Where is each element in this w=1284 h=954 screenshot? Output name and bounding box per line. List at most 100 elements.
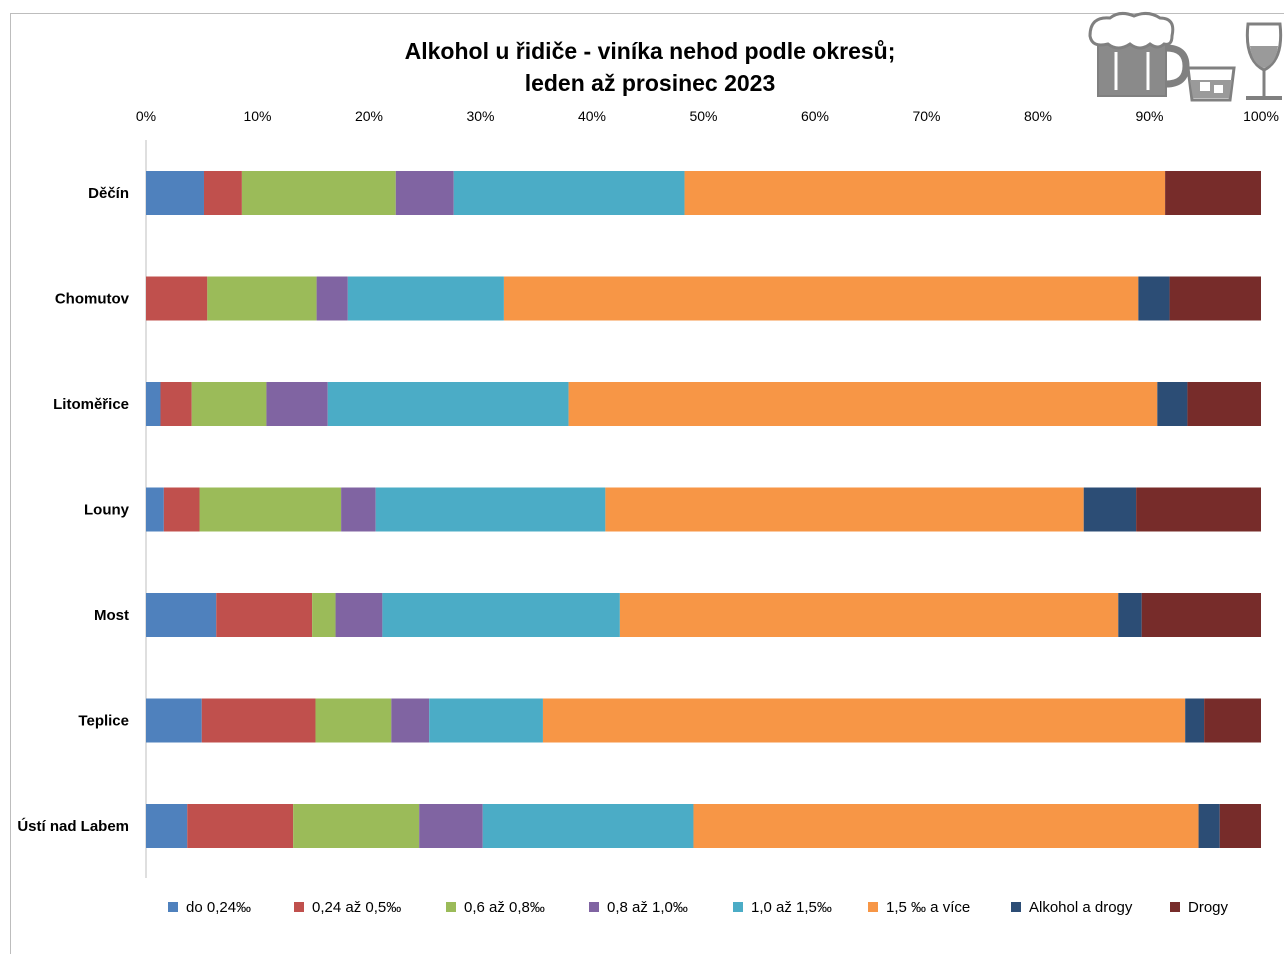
bar-segment — [347, 276, 504, 321]
bar-segment — [315, 698, 392, 743]
bar-segment — [1219, 804, 1261, 848]
legend-label: 0,8 až 1,0‰ — [607, 899, 688, 916]
category-labels: Děčín Chomutov Litoměřice Louny Most Teplice Ú… — [17, 185, 129, 835]
bar-segment — [1169, 276, 1261, 321]
legend-swatch — [733, 902, 743, 912]
bar-segment — [568, 382, 1158, 426]
bar-segment — [605, 487, 1084, 532]
legend: do 0,24‰ 0,24 až 0,5‰ 0,6 až 0,8‰ 0,8 až 1,… — [168, 899, 1229, 916]
legend-swatch — [1011, 902, 1021, 912]
chart-title: Alkohol u řidiče - viníka nehod podle ok… — [405, 38, 896, 64]
bar-segment — [199, 487, 342, 532]
x-tick-label: 50% — [689, 108, 717, 124]
x-tick-label: 80% — [1024, 108, 1052, 124]
legend-label: 1,5 ‰ a více — [886, 899, 970, 916]
category-label: Děčín — [88, 185, 129, 202]
bar-segment — [1198, 804, 1220, 848]
bar-segment — [395, 171, 454, 215]
x-tick-label: 70% — [912, 108, 940, 124]
bar-segment — [1138, 276, 1170, 321]
bar-segment — [160, 382, 192, 426]
category-label: Teplice — [78, 713, 129, 730]
legend-label: 0,24 až 0,5‰ — [312, 899, 401, 916]
bar-segment — [146, 698, 202, 743]
bar-segment — [619, 593, 1119, 637]
bar-segment — [146, 804, 188, 848]
x-tick-label: 10% — [243, 108, 271, 124]
bar-segment — [146, 171, 204, 215]
bar-segment — [241, 171, 396, 215]
legend-swatch — [868, 902, 878, 912]
category-label: Most — [94, 607, 129, 624]
category-label: Chomutov — [55, 291, 130, 308]
bar-segment — [266, 382, 328, 426]
bar-segment — [187, 804, 294, 848]
stacked-bar-chart: Alkohol u řidiče - viníka nehod podle ok… — [17, 11, 1283, 916]
bar-segment — [482, 804, 694, 848]
wine-glass-icon — [1245, 22, 1283, 100]
bar-segment — [693, 804, 1199, 848]
category-label: Litoměřice — [53, 396, 129, 413]
x-tick-label: 60% — [801, 108, 829, 124]
legend-label: 0,6 až 0,8‰ — [464, 899, 545, 916]
bar-segment — [1118, 593, 1142, 637]
bar-segment — [341, 487, 376, 532]
bar-segment — [216, 593, 313, 637]
bar-segment — [375, 487, 606, 532]
chart-frame — [10, 13, 1284, 954]
bar-segment — [316, 276, 348, 321]
bar-segment — [391, 698, 430, 743]
bar-segment — [453, 171, 685, 215]
legend-label: Alkohol a drogy — [1029, 899, 1133, 916]
bar-segment — [1136, 487, 1261, 532]
x-axis-ticks: 0% 10% 20% 30% 40% 50% 60% 70% 80% 90% 100% — [136, 108, 1279, 124]
chart-subtitle: leden až prosinec 2023 — [525, 70, 776, 96]
bar-segment — [312, 593, 336, 637]
x-tick-label: 40% — [578, 108, 606, 124]
bars — [146, 171, 1261, 848]
bar-segment — [146, 593, 217, 637]
bar-segment — [293, 804, 420, 848]
bar-segment — [542, 698, 1186, 743]
legend-swatch — [1170, 902, 1180, 912]
bar-segment — [146, 276, 208, 321]
bar-segment — [1083, 487, 1137, 532]
x-tick-label: 90% — [1135, 108, 1163, 124]
bar-segment — [1157, 382, 1188, 426]
bar-segment — [1141, 593, 1261, 637]
x-tick-label: 0% — [136, 108, 156, 124]
legend-label: 1,0 až 1,5‰ — [751, 899, 832, 916]
bar-segment — [419, 804, 483, 848]
legend-label: Drogy — [1188, 899, 1229, 916]
bar-segment — [327, 382, 569, 426]
bar-segment — [429, 698, 543, 743]
bar-segment — [146, 382, 161, 426]
bar-segment — [382, 593, 620, 637]
drinks-illustration — [1088, 11, 1283, 102]
bar-segment — [207, 276, 317, 321]
category-label: Ústí nad Labem — [17, 817, 129, 835]
legend-swatch — [168, 902, 178, 912]
bar-segment — [203, 171, 242, 215]
beer-mug-icon — [1088, 11, 1190, 97]
x-tick-label: 20% — [355, 108, 383, 124]
bar-segment — [1204, 698, 1261, 743]
bar-segment — [1187, 382, 1261, 426]
whisky-glass-icon — [1186, 66, 1236, 102]
bar-segment — [503, 276, 1139, 321]
bar-segment — [1185, 698, 1205, 743]
x-tick-label: 30% — [466, 108, 494, 124]
bar-segment — [163, 487, 200, 532]
legend-swatch — [294, 902, 304, 912]
legend-label: do 0,24‰ — [186, 899, 251, 916]
bar-segment — [684, 171, 1166, 215]
category-label: Louny — [84, 502, 130, 519]
bar-segment — [201, 698, 316, 743]
legend-swatch — [446, 902, 456, 912]
legend-swatch — [589, 902, 599, 912]
bar-segment — [191, 382, 267, 426]
x-tick-label: 100% — [1243, 108, 1279, 124]
bar-segment — [335, 593, 383, 637]
bar-segment — [146, 487, 164, 532]
bar-segment — [1165, 171, 1261, 215]
